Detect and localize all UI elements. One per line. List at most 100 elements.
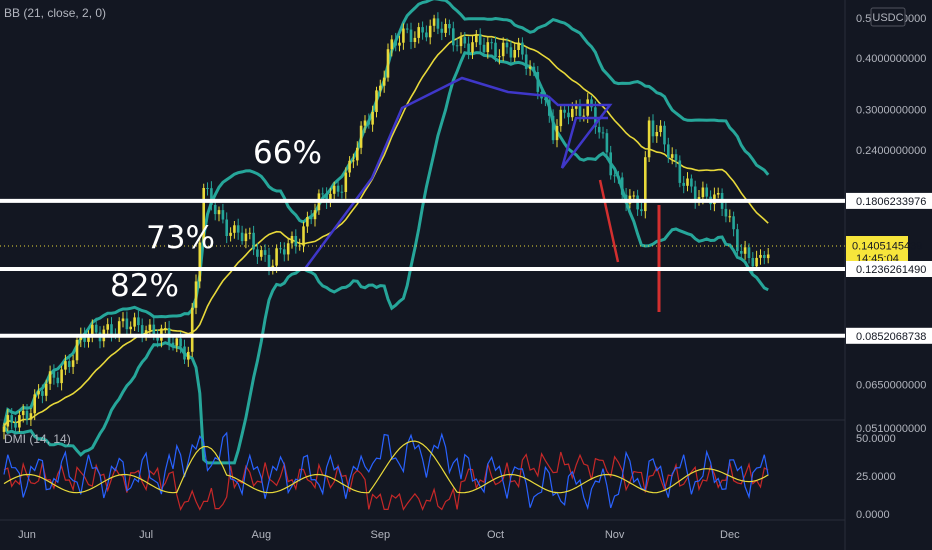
candle: [10, 415, 13, 423]
candle: [463, 37, 467, 44]
bb-upper-band: [2, 0, 770, 427]
candle: [663, 125, 666, 145]
candle: [490, 42, 493, 44]
candle: [728, 216, 732, 218]
price-tick-label: 0.2400000000: [856, 145, 926, 157]
annotation-73: 73%: [146, 220, 215, 256]
candle: [198, 242, 202, 282]
candle: [52, 371, 56, 378]
candle: [367, 120, 371, 125]
candle: [336, 185, 340, 192]
candle: [256, 249, 259, 257]
candle: [244, 233, 248, 242]
dmi-plus-di: [3, 431, 769, 511]
dmi-pane: [3, 431, 769, 512]
candle: [386, 49, 390, 78]
candle: [41, 391, 44, 396]
time-tick-label: Sep: [371, 529, 391, 541]
candle: [513, 50, 516, 58]
candle: [440, 28, 444, 33]
candle: [148, 324, 152, 331]
candle: [759, 255, 762, 258]
candle: [117, 321, 121, 336]
candle: [21, 410, 25, 416]
candle: [716, 193, 720, 195]
candle: [260, 250, 263, 257]
trend-drawing-pattern: [547, 95, 613, 169]
candle: [402, 28, 405, 43]
candle: [14, 422, 17, 428]
candle: [571, 108, 574, 118]
candle: [340, 191, 344, 193]
candle: [175, 338, 179, 346]
candle: [290, 236, 294, 244]
candle: [693, 186, 697, 202]
bb-indicator-label[interactable]: BB (21, close, 2, 0): [4, 6, 107, 20]
candle: [567, 112, 570, 118]
candle: [701, 187, 705, 198]
candle: [417, 27, 420, 38]
annotation-82: 82%: [110, 268, 179, 304]
candle: [33, 394, 36, 414]
dmi-tick-label: 0.0000: [856, 509, 890, 521]
candle: [302, 226, 305, 246]
trend-drawings: [302, 76, 661, 312]
candle: [329, 193, 332, 203]
candle: [601, 132, 605, 134]
candle: [306, 217, 309, 227]
candle: [332, 185, 336, 194]
trend-drawing-uptrend: [302, 76, 549, 271]
candle: [732, 216, 735, 230]
candle: [325, 194, 328, 203]
candle: [2, 426, 6, 432]
candle: [110, 324, 113, 335]
candle: [137, 317, 140, 326]
candle: [25, 410, 29, 420]
candle: [670, 154, 674, 158]
candle: [436, 18, 440, 29]
candle: [68, 361, 71, 367]
candle: [471, 42, 474, 53]
candle: [394, 39, 397, 46]
candle: [83, 334, 86, 342]
level-price-tag: [846, 192, 932, 209]
candle: [478, 34, 482, 45]
dmi-indicator-label[interactable]: DMI (14, 14): [4, 432, 71, 446]
candle: [432, 18, 436, 26]
currency-badge: USDC: [870, 7, 906, 27]
candle: [755, 257, 758, 267]
candle: [617, 175, 620, 178]
candle: [413, 37, 417, 42]
candle: [586, 99, 589, 116]
horizontal-levels[interactable]: [0, 198, 845, 338]
dmi-tick-label: 25.0000: [856, 471, 896, 483]
candle: [609, 152, 612, 176]
dmi-axis: 50.0000 25.0000 0.0000: [856, 433, 896, 521]
bb-basis: [3, 34, 769, 427]
candle: [229, 232, 232, 236]
time-tick-label: Dec: [720, 529, 740, 541]
candle: [544, 98, 547, 101]
candle: [44, 383, 48, 396]
candle: [452, 28, 455, 46]
candle: [532, 66, 536, 72]
candle: [240, 232, 244, 242]
candle: [405, 28, 409, 30]
price-tick-label: 0.0510000000: [856, 423, 926, 435]
candle: [690, 178, 693, 187]
candle: [578, 104, 582, 116]
candle: [736, 229, 739, 252]
candle: [233, 225, 236, 233]
candle: [428, 25, 432, 38]
candle: [509, 47, 513, 58]
candle: [91, 324, 94, 336]
dmi-tick-label: 50.0000: [856, 433, 896, 445]
candle: [655, 132, 659, 137]
level-price-tag: [846, 261, 932, 277]
candle: [279, 248, 282, 250]
candle: [559, 109, 563, 127]
candle: [644, 157, 647, 212]
candle: [344, 172, 348, 192]
